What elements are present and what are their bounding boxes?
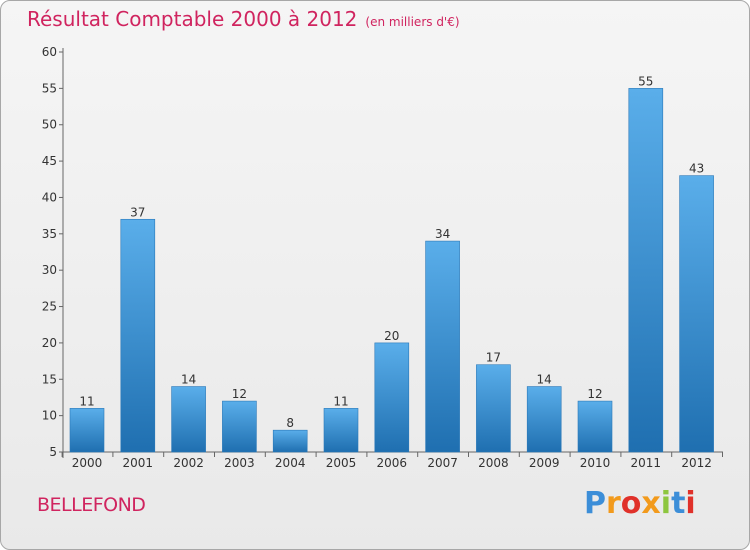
y-tick-label: 25 (42, 300, 57, 314)
data-label-2010: 12 (587, 387, 602, 401)
data-label-2009: 14 (537, 373, 552, 387)
title-text: Résultat Comptable 2000 à 2012 (27, 7, 358, 31)
y-tick-label: 10 (42, 409, 57, 423)
data-label-2008: 17 (486, 351, 501, 365)
x-tick-label: 2002 (173, 456, 204, 470)
bar-2005[interactable] (323, 408, 359, 453)
bar-2000[interactable] (69, 408, 105, 453)
y-tick-label: 5 (49, 445, 57, 459)
y-tick-label: 40 (42, 190, 57, 204)
y-tick-label: 45 (42, 154, 57, 168)
logo-letter: i (685, 486, 696, 521)
data-label-2005: 11 (333, 394, 348, 408)
logo-letter: o (620, 486, 642, 521)
data-label-2006: 20 (384, 329, 399, 343)
x-tick-label: 2001 (123, 456, 154, 470)
title-unit: (en milliers d'€) (365, 15, 460, 29)
bars (69, 88, 714, 453)
data-label-2003: 12 (232, 387, 247, 401)
logo-letter: i (660, 486, 672, 521)
bar-2002[interactable] (171, 386, 206, 453)
bar-2004[interactable] (272, 429, 308, 453)
commune-name: BELLEFOND (37, 494, 146, 516)
data-label-2012: 43 (689, 162, 704, 176)
x-tick-label: 2000 (72, 456, 103, 470)
data-label-2011: 55 (638, 74, 653, 88)
data-label-2000: 11 (79, 394, 94, 408)
y-tick-label: 20 (42, 336, 57, 350)
x-tick-label: 2007 (427, 456, 458, 470)
labels: 11 37 14 12 8 11 20 34 17 14 12 55 43 (79, 74, 704, 430)
bar-2001[interactable] (120, 218, 156, 453)
axes: 5 10 15 20 25 30 35 40 45 50 55 60 2000 2001 2002 2003 2… (42, 45, 723, 470)
x-tick-label: 2003 (224, 456, 255, 470)
logo-letter: P (584, 486, 606, 521)
bar-2008[interactable] (476, 364, 511, 453)
x-tick-label: 2010 (580, 456, 611, 470)
bar-2011[interactable] (628, 88, 664, 453)
data-label-2001: 37 (130, 205, 145, 219)
bar-2007[interactable] (425, 240, 460, 453)
proxiti-logo[interactable]: Proxiti (584, 486, 696, 521)
y-tick-label: 60 (42, 45, 57, 59)
y-tick-label: 30 (42, 263, 57, 277)
x-tick-label: 2009 (529, 456, 560, 470)
y-tick-label: 50 (42, 118, 57, 132)
bar-2012[interactable] (679, 175, 714, 453)
bar-2003[interactable] (222, 400, 257, 453)
x-tick-label: 2005 (326, 456, 357, 470)
data-label-2007: 34 (435, 227, 450, 241)
y-tick-label: 55 (42, 81, 57, 95)
chart-title: Résultat Comptable 2000 à 2012 (en millie… (27, 7, 460, 31)
bar-2009[interactable] (526, 386, 562, 453)
y-tick-label: 35 (42, 227, 57, 241)
y-tick-label: 15 (42, 372, 57, 386)
data-label-2004: 8 (286, 416, 294, 430)
bar-2006[interactable] (374, 342, 410, 453)
x-tick-label: 2011 (631, 456, 662, 470)
x-tick-label: 2006 (377, 456, 408, 470)
x-tick-label: 2004 (275, 456, 306, 470)
bar-2010[interactable] (577, 400, 613, 453)
logo-letter: r (606, 486, 621, 521)
x-tick-label: 2012 (681, 456, 712, 470)
logo-letter: t (671, 486, 686, 521)
logo-letter: x (641, 486, 661, 521)
data-label-2002: 14 (181, 373, 196, 387)
x-tick-label: 2008 (478, 456, 509, 470)
